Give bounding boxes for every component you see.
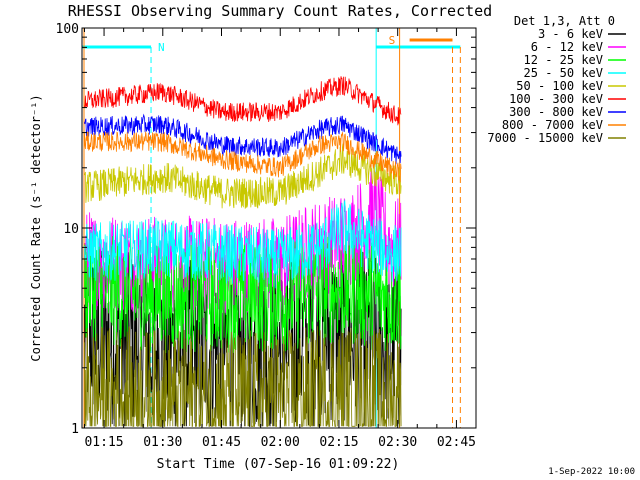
plot-frame: [81, 27, 477, 429]
legend-entry-label: 25 - 50 keV: [524, 66, 603, 80]
night-marker-label: N: [158, 41, 165, 54]
legend-entry-label: 7000 - 15000 keV: [487, 131, 603, 145]
axis-layer: 01:15 01:30 01:45 02:00 02:15 02:30 02:45 1 10 10…: [56, 22, 476, 450]
legend-entry-label: 800 - 7000 keV: [502, 118, 603, 132]
series-line: [84, 76, 402, 126]
series-line: [84, 232, 402, 354]
legend-entry-label: 6 - 12 keV: [531, 40, 603, 54]
x-tick-label: 01:45: [202, 435, 241, 450]
y-tick-label: 10: [63, 222, 79, 237]
legend-entry-label: 3 - 6 keV: [538, 27, 603, 41]
series-line: [84, 199, 402, 289]
x-tick-label: 02:00: [261, 435, 300, 450]
x-tick-label: 02:45: [437, 435, 476, 450]
chart-title: RHESSI Observing Summary Count Rates, Co…: [68, 2, 492, 20]
legend-entry-label: 50 - 100 keV: [516, 79, 603, 93]
series-line: [84, 131, 402, 183]
y-tick-label: 1: [71, 422, 79, 437]
y-axis-label: Corrected Count Rate (s⁻¹ detector⁻¹): [29, 94, 43, 361]
footer-date: 1-Sep-2022 10:00: [548, 467, 635, 477]
series-layer: [84, 76, 402, 427]
series-line: [84, 326, 402, 427]
legend-entry-label: 300 - 800 keV: [509, 105, 603, 119]
legend-entry-label: 12 - 25 keV: [524, 53, 603, 67]
x-tick-label: 02:30: [378, 435, 417, 450]
x-axis-label: Start Time (07-Sep-16 01:09:22): [157, 457, 400, 472]
series-line: [84, 113, 402, 165]
x-tick-label: 01:30: [143, 435, 182, 450]
legend-title: Det 1,3, Att 0: [514, 14, 615, 28]
x-tick-label: 01:15: [84, 435, 123, 450]
saa-marker-label: S: [389, 34, 396, 47]
legend-entry-label: 100 - 300 keV: [509, 92, 603, 106]
x-tick-label: 02:15: [319, 435, 358, 450]
y-tick-label: 100: [56, 22, 79, 37]
